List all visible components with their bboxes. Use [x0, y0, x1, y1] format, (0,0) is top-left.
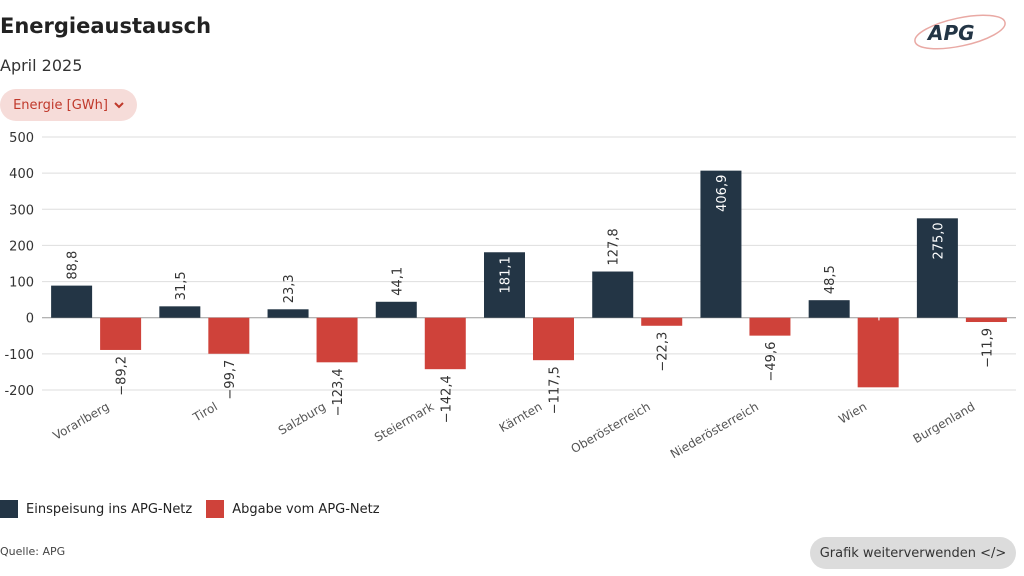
legend: Einspeisung ins APG-Netz Abgabe vom APG-…	[0, 500, 394, 518]
svg-text:APG: APG	[926, 21, 975, 45]
data-label-einspeisung: 275,0	[931, 222, 946, 259]
x-tick-label: Niederösterreich	[668, 399, 761, 461]
bar-abgabe	[965, 317, 1007, 323]
y-tick-label: 100	[9, 276, 34, 291]
legend-swatch-abgabe	[206, 500, 225, 518]
legend-label-einspeisung: Einspeisung ins APG-Netz	[26, 501, 193, 517]
data-label-abgabe: −192,6	[872, 274, 887, 322]
data-label-abgabe: −99,7	[223, 360, 238, 400]
data-label-abgabe: −142,4	[439, 375, 454, 423]
legend-swatch-einspeisung	[0, 500, 18, 518]
bar-abgabe	[857, 317, 899, 388]
source-note: Quelle: APG	[0, 545, 66, 558]
x-tick-label: Wien	[836, 399, 869, 426]
bar-abgabe	[749, 317, 791, 336]
bar-chart: 500 400 300 200 100 0 -100 -200 88,8 −89,2 Vorarlb…	[4, 131, 1016, 461]
data-label-abgabe: −11,9	[980, 328, 995, 368]
data-label-einspeisung: 406,9	[715, 175, 730, 212]
bar-einspeisung	[159, 306, 201, 318]
data-label-einspeisung: 127,8	[607, 228, 622, 265]
y-tick-label: 200	[9, 239, 34, 254]
data-label-abgabe: −22,3	[656, 332, 671, 372]
data-label-einspeisung: 48,5	[823, 265, 838, 294]
x-tick-label: Kärnten	[497, 399, 545, 435]
data-label-einspeisung: 31,5	[174, 271, 189, 300]
reuse-graphic-button[interactable]: Grafik weiterverwenden </>	[810, 537, 1016, 569]
bar-einspeisung	[484, 252, 525, 318]
y-tick-label: -100	[4, 348, 34, 363]
x-tick-label: Tirol	[190, 399, 220, 424]
bar-einspeisung	[267, 309, 309, 318]
x-tick-label: Steiermark	[372, 399, 436, 444]
chart-title: Energieaustausch	[0, 14, 212, 38]
unit-dropdown-label: Energie [GWh]	[13, 97, 108, 113]
bar-abgabe	[208, 317, 250, 354]
data-label-einspeisung: 88,8	[66, 251, 81, 280]
data-label-einspeisung: 23,3	[282, 274, 297, 303]
data-label-abgabe: −117,5	[548, 366, 563, 414]
legend-item-abgabe[interactable]: Abgabe vom APG-Netz	[206, 500, 380, 518]
bar-einspeisung	[592, 271, 634, 318]
bar-einspeisung	[808, 300, 850, 318]
x-tick-label: Vorarlberg	[50, 399, 111, 442]
data-label-abgabe: −123,4	[331, 368, 346, 416]
y-tick-label: 300	[9, 203, 34, 218]
y-tick-label: 400	[9, 167, 34, 182]
legend-item-einspeisung[interactable]: Einspeisung ins APG-Netz	[0, 500, 192, 518]
bar-abgabe	[316, 317, 358, 363]
x-tick-label: Oberösterreich	[569, 399, 653, 456]
data-label-einspeisung: 181,1	[499, 256, 514, 293]
bar-einspeisung	[916, 218, 958, 318]
y-tick-label: -200	[4, 384, 34, 399]
data-label-einspeisung: 44,1	[390, 267, 405, 296]
y-tick-label: 500	[9, 131, 34, 146]
unit-dropdown[interactable]: Energie [GWh]	[0, 89, 137, 121]
data-label-abgabe: −89,2	[115, 356, 130, 396]
chart-subtitle: April 2025	[0, 56, 83, 75]
chevron-down-icon	[114, 102, 124, 109]
bar-abgabe	[533, 317, 574, 361]
bar-abgabe	[424, 317, 466, 370]
apg-logo: APG	[914, 14, 1006, 50]
bar-einspeisung	[51, 285, 93, 318]
y-tick-label: 0	[26, 312, 34, 327]
bar-einspeisung	[375, 301, 417, 318]
bar-einspeisung	[700, 170, 742, 318]
data-label-abgabe: −49,6	[764, 342, 779, 382]
x-tick-label: Burgenland	[911, 399, 978, 446]
bar-abgabe	[641, 317, 683, 326]
legend-label-abgabe: Abgabe vom APG-Netz	[232, 501, 380, 517]
x-tick-label: Salzburg	[276, 399, 328, 437]
bar-abgabe	[100, 317, 142, 350]
